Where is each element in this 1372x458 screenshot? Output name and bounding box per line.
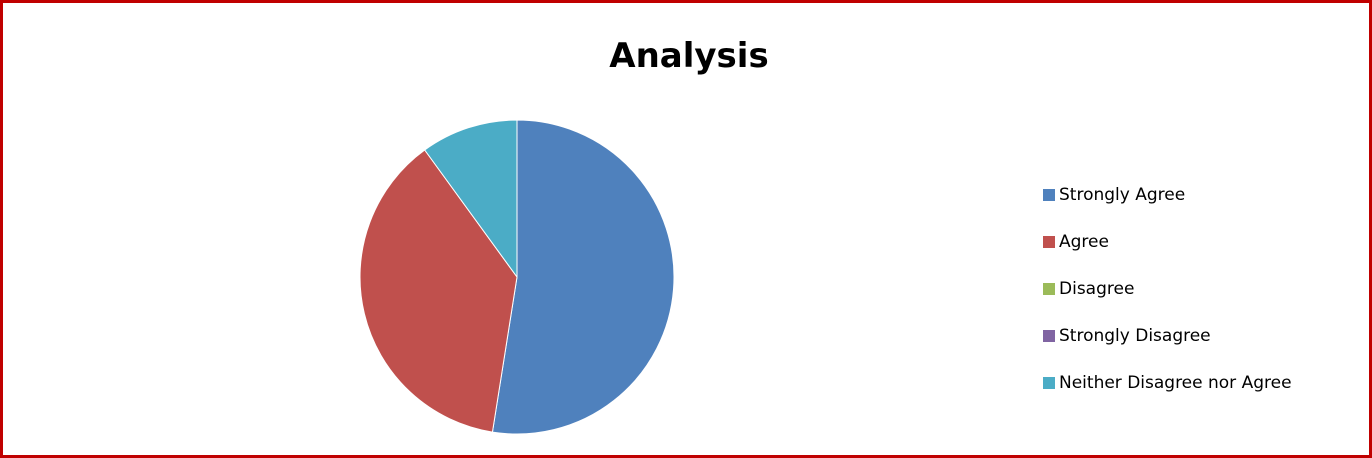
legend-item-disagree: Disagree (1043, 265, 1292, 312)
legend-swatch (1043, 376, 1055, 389)
legend-swatch (1043, 188, 1055, 201)
legend-swatch (1043, 282, 1055, 295)
legend-label: Strongly Agree (1059, 184, 1186, 205)
chart-legend: Strongly Agree Agree Disagree Strongly Disa… (1043, 171, 1292, 406)
pie-chart (359, 119, 675, 435)
pie-slice-agree (359, 149, 518, 433)
legend-label: Neither Disagree nor Agree (1059, 372, 1292, 393)
pie-slice-neither-disagree-nor-agree (424, 119, 518, 279)
legend-item-neither-disagree-nor-agree: Neither Disagree nor Agree (1043, 359, 1292, 406)
legend-label: Agree (1059, 231, 1109, 252)
legend-item-strongly-agree: Strongly Agree (1043, 171, 1292, 218)
legend-swatch (1043, 235, 1055, 248)
legend-item-agree: Agree (1043, 218, 1292, 265)
chart-title: Analysis (609, 36, 769, 76)
legend-label: Disagree (1059, 278, 1135, 299)
legend-swatch (1043, 329, 1055, 342)
legend-label: Strongly Disagree (1059, 325, 1211, 346)
pie-slice-strongly-agree (491, 119, 675, 435)
legend-item-strongly-disagree: Strongly Disagree (1043, 312, 1292, 359)
